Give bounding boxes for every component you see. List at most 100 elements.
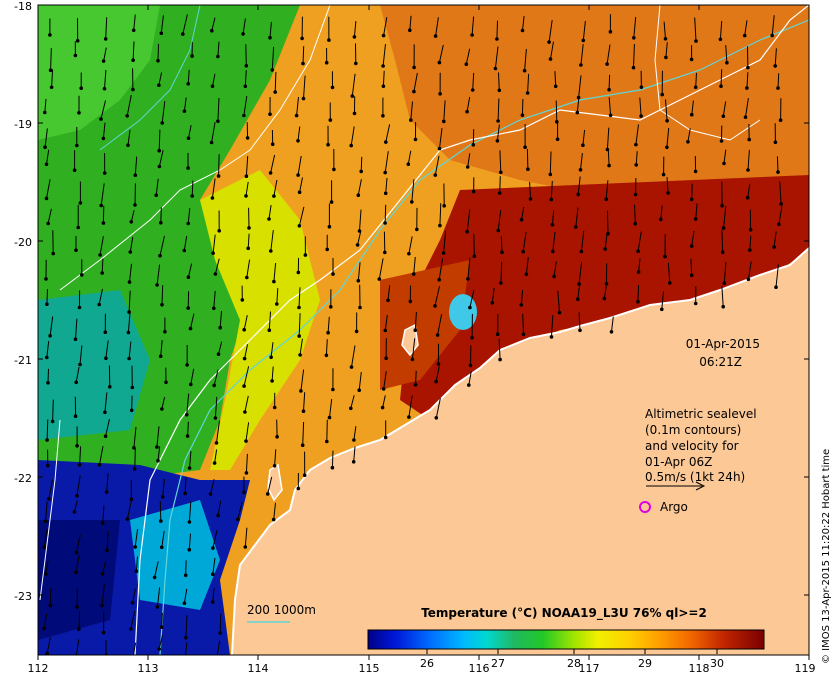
velocity-vector-head xyxy=(72,510,77,514)
velocity-vector xyxy=(443,100,446,122)
velocity-vector-head xyxy=(101,136,106,141)
velocity-vector-head xyxy=(470,33,474,37)
velocity-vector xyxy=(183,235,188,251)
velocity-vector-head xyxy=(212,383,216,388)
velocity-vector xyxy=(267,476,273,495)
velocity-vector-head xyxy=(131,58,135,62)
velocity-vector xyxy=(75,555,80,573)
velocity-vector xyxy=(246,259,251,278)
velocity-vector-head xyxy=(604,282,609,286)
velocity-vector-head xyxy=(522,68,527,73)
velocity-vector xyxy=(496,20,498,40)
velocity-vector xyxy=(472,72,475,91)
velocity-vector-head xyxy=(499,281,503,285)
velocity-vector xyxy=(214,396,218,419)
velocity-vector xyxy=(102,122,106,139)
velocity-vector xyxy=(132,642,137,655)
velocity-vector-head xyxy=(80,273,84,277)
velocity-vector xyxy=(661,291,664,310)
velocity-vector xyxy=(525,257,529,275)
velocity-vector xyxy=(520,290,524,305)
velocity-vector xyxy=(274,449,277,466)
velocity-vector xyxy=(439,128,443,149)
velocity-vector-head xyxy=(437,146,442,151)
sst-cool-eddy xyxy=(449,294,477,330)
velocity-vector xyxy=(439,203,442,226)
velocity-vector xyxy=(217,41,220,57)
velocity-vector-head xyxy=(46,221,50,226)
x-tick-label: 119 xyxy=(795,662,816,675)
velocity-vector xyxy=(45,561,49,574)
velocity-vector xyxy=(350,126,355,146)
velocity-vector-head xyxy=(211,572,215,576)
velocity-vector xyxy=(154,561,159,578)
velocity-vector xyxy=(582,20,586,41)
velocity-vector xyxy=(494,46,499,69)
date-label: 01-Apr-2015 xyxy=(686,337,760,351)
velocity-vector-head xyxy=(184,412,189,417)
velocity-vector-head xyxy=(275,435,279,439)
velocity-vector-head xyxy=(185,363,189,367)
velocity-vector xyxy=(191,180,194,197)
velocity-vector-head xyxy=(633,192,638,197)
velocity-vector-head xyxy=(773,140,778,144)
velocity-vector xyxy=(268,205,272,220)
velocity-vector xyxy=(298,287,301,308)
velocity-vector-head xyxy=(548,172,553,177)
velocity-vector-head xyxy=(158,253,162,258)
velocity-vector xyxy=(299,177,303,193)
velocity-vector-head xyxy=(244,64,249,68)
velocity-vector xyxy=(687,128,691,142)
velocity-vector xyxy=(434,155,440,176)
x-tick-label: 117 xyxy=(579,662,600,675)
velocity-vector-head xyxy=(770,33,774,38)
velocity-vector-head xyxy=(157,164,162,169)
velocity-vector-head xyxy=(45,438,49,442)
velocity-vector-head xyxy=(43,572,48,576)
velocity-vector-head xyxy=(245,136,250,140)
velocity-vector xyxy=(434,286,440,307)
velocity-vector-head xyxy=(210,28,214,33)
velocity-vector-head xyxy=(464,62,469,66)
velocity-vector xyxy=(526,148,529,170)
velocity-vector-head xyxy=(748,248,752,252)
velocity-vector xyxy=(578,75,582,98)
velocity-vector xyxy=(79,345,83,365)
velocity-vector xyxy=(384,204,387,224)
velocity-vector xyxy=(129,263,132,283)
velocity-vector-head xyxy=(43,110,47,115)
velocity-vector-head xyxy=(186,166,190,170)
velocity-vector-head xyxy=(746,277,751,282)
velocity-vector-head xyxy=(663,254,667,259)
velocity-vector xyxy=(552,231,556,252)
velocity-vector xyxy=(521,207,525,220)
velocity-vector-head xyxy=(270,379,274,383)
velocity-vector-head xyxy=(98,253,102,257)
velocity-vector-head xyxy=(525,91,530,95)
colorbar-gradient xyxy=(367,629,765,650)
velocity-vector-head xyxy=(48,68,53,72)
velocity-vector xyxy=(134,447,136,470)
velocity-vector xyxy=(580,230,585,252)
velocity-vector-head xyxy=(777,222,781,227)
velocity-vector-head xyxy=(412,65,416,70)
velocity-vector xyxy=(639,97,642,117)
velocity-vector-head xyxy=(557,310,562,315)
land-mass xyxy=(232,248,809,655)
velocity-vector xyxy=(216,640,221,655)
velocity-vector-head xyxy=(158,354,163,359)
velocity-vector xyxy=(303,75,306,99)
velocity-vector-head xyxy=(326,142,330,147)
velocity-vector-head xyxy=(157,647,161,651)
velocity-vector-head xyxy=(101,630,106,635)
velocity-vector xyxy=(160,207,162,223)
velocity-vector-head xyxy=(466,277,470,281)
velocity-vector-head xyxy=(329,305,333,309)
velocity-vector-head xyxy=(433,173,438,177)
velocity-vector xyxy=(553,261,557,277)
velocity-vector xyxy=(549,151,552,175)
velocity-vector-head xyxy=(46,463,50,468)
velocity-vector-head xyxy=(301,96,306,101)
velocity-vector xyxy=(46,419,49,441)
velocity-vector xyxy=(130,210,135,222)
